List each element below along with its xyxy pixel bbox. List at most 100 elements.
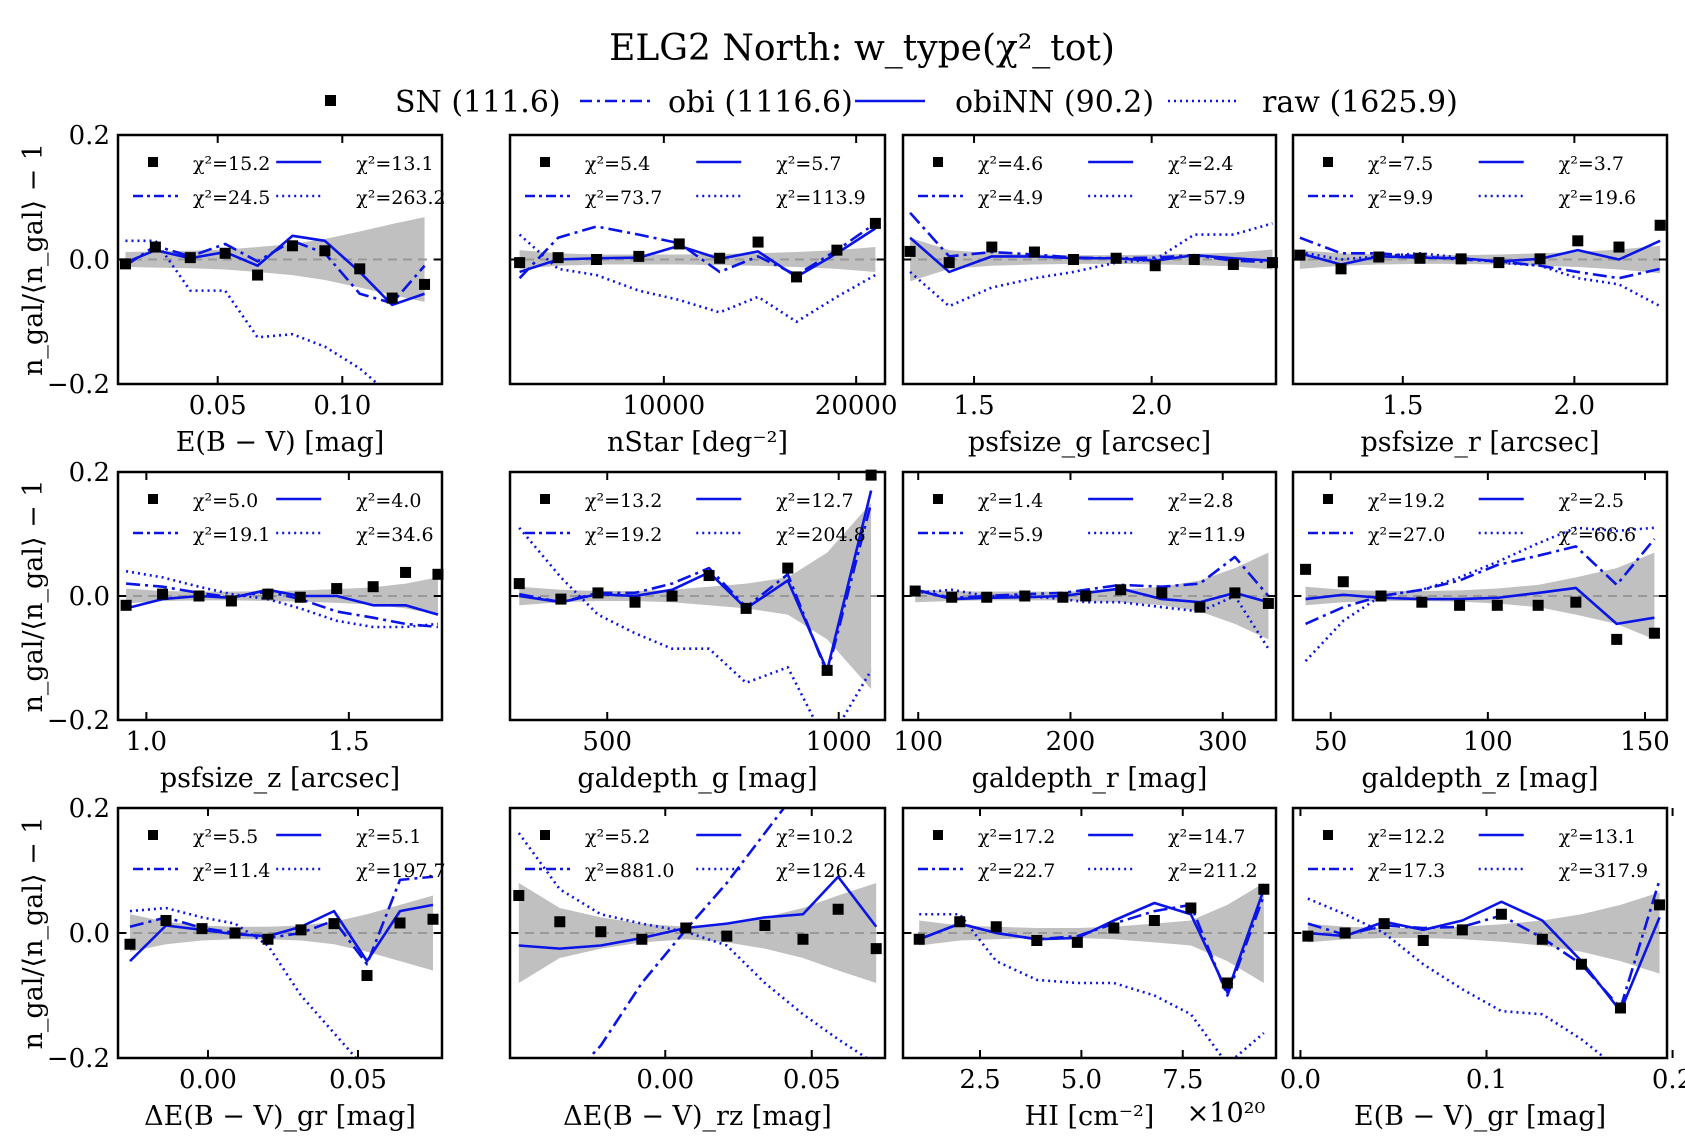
sn-point [990, 921, 1002, 933]
raw-line [125, 239, 380, 384]
sn-point [759, 920, 771, 931]
x-tick-label: 0.05 [783, 1065, 841, 1095]
chi2-sn-marker [933, 157, 943, 167]
sn-point [1057, 591, 1069, 603]
x-tick-label: 1.5 [953, 391, 994, 421]
obi-line [1305, 538, 1656, 626]
chi2-sn-text: χ²=5.5 [193, 826, 258, 848]
sn-point [1108, 922, 1120, 934]
sn-point [294, 591, 306, 603]
sn-point [870, 943, 882, 955]
sn-point [513, 890, 525, 901]
chi2-obi-text: χ²=22.7 [978, 860, 1055, 882]
y-axis-label: n_gal/⟨n_gal⟩ − 1 [18, 480, 49, 713]
sn-point [752, 236, 764, 248]
chi2-obinn-text: χ²=4.0 [356, 490, 421, 512]
sn-point [1572, 235, 1584, 247]
sn-point [120, 599, 132, 611]
x-tick-label: 0.2 [1652, 1065, 1685, 1095]
chi2-obi-text: χ²=19.2 [585, 524, 662, 546]
sn-point [1417, 935, 1429, 946]
y-tick-label: 0.2 [69, 458, 110, 488]
chi2-raw-text: χ²=197.7 [356, 860, 445, 882]
y-tick-label: 0.2 [69, 794, 110, 824]
raw-line [919, 912, 1265, 1058]
raw-line [909, 222, 1273, 308]
sn-point [328, 918, 340, 930]
sn-point [1613, 241, 1625, 253]
chi2-raw-text: χ²=19.6 [1559, 187, 1636, 209]
sn-point [552, 252, 564, 264]
sn-point [832, 903, 844, 915]
sn-point [1454, 599, 1466, 611]
sn-point [1536, 933, 1548, 945]
chi2-obi-text: χ²=9.9 [1368, 187, 1433, 209]
panel-chi2-legend: χ²=5.4 χ²=5.7 χ²=73.7 χ²=113.9 [525, 153, 866, 209]
panel-9: 0.2 0.0 −0.2 0.00 0.05 ΔE(B − V)_gr [mag] χ²=5… [47, 794, 446, 1132]
raw-line [129, 906, 358, 1058]
chi2-obinn-text: χ²=2.8 [1168, 490, 1233, 512]
y-axis-label: n_gal/⟨n_gal⟩ − 1 [18, 817, 49, 1050]
chi2-obi-text: χ²=5.9 [978, 524, 1043, 546]
sn-point [831, 244, 843, 256]
chi2-sn-marker [540, 830, 550, 840]
x-tick-label: 0.10 [313, 391, 371, 421]
sn-point [1495, 908, 1507, 920]
chi2-raw-text: χ²=211.2 [1168, 860, 1257, 882]
y-tick-label: −0.2 [47, 370, 110, 400]
legend-obi-label: obi (1116.6) [668, 85, 853, 120]
sn-point [1337, 576, 1349, 588]
x-tick-label: 1.5 [328, 727, 369, 757]
x-axis-label: psfsize_z [arcsec] [160, 763, 400, 794]
x-tick-label: 500 [582, 727, 632, 757]
sn-point [943, 257, 955, 269]
sn-point [666, 590, 678, 602]
sn-point [1258, 883, 1270, 895]
x-tick-label: 100 [893, 727, 943, 757]
chi2-sn-text: χ²=13.2 [585, 490, 662, 512]
sn-point [252, 269, 264, 281]
x-tick-label: 150 [1620, 727, 1670, 757]
x-tick-label: 10000 [622, 391, 705, 421]
sn-point [904, 245, 916, 257]
sn-point [1654, 899, 1666, 911]
legend-raw-label: raw (1625.9) [1262, 85, 1458, 120]
raw-line [518, 526, 873, 720]
chi2-sn-marker [1323, 494, 1333, 504]
x-axis-label: E(B − V) [mag] [176, 427, 385, 458]
sn-point [119, 258, 131, 270]
sn-point [184, 252, 196, 264]
sn-point [909, 585, 921, 597]
sn-point [1648, 627, 1660, 639]
sn-point [1068, 254, 1080, 265]
sn-point [1575, 958, 1587, 970]
plot-area [510, 222, 885, 324]
plot-area [903, 211, 1276, 308]
chi2-obi-text: χ²=19.1 [193, 524, 270, 546]
x-tick-label: 0.00 [636, 1065, 694, 1095]
x-tick-label: 1000 [806, 727, 872, 757]
y-tick-label: 0.0 [69, 582, 110, 612]
raw-line [125, 569, 439, 629]
chi2-sn-text: χ²=5.4 [585, 153, 650, 175]
sn-point [595, 926, 607, 938]
uncertainty-band [126, 577, 438, 615]
obinn-line [1307, 900, 1661, 1013]
sn-point [1339, 927, 1351, 939]
sn-point [740, 602, 752, 614]
obi-line [914, 555, 1270, 600]
sn-point [592, 587, 604, 599]
chi2-sn-text: χ²=17.2 [978, 826, 1055, 848]
x-offset-label: ×10²⁰ [1187, 1098, 1266, 1129]
sn-point [1188, 254, 1200, 265]
x-tick-label: 50 [1314, 727, 1347, 757]
sn-point [981, 591, 993, 603]
chi2-raw-text: χ²=126.4 [776, 860, 865, 882]
sn-point [196, 923, 208, 935]
sn-point [1262, 597, 1274, 609]
sn-point [1227, 258, 1239, 270]
chi2-obinn-text: χ²=5.1 [356, 826, 421, 848]
chi2-obi-text: χ²=4.9 [978, 187, 1043, 209]
